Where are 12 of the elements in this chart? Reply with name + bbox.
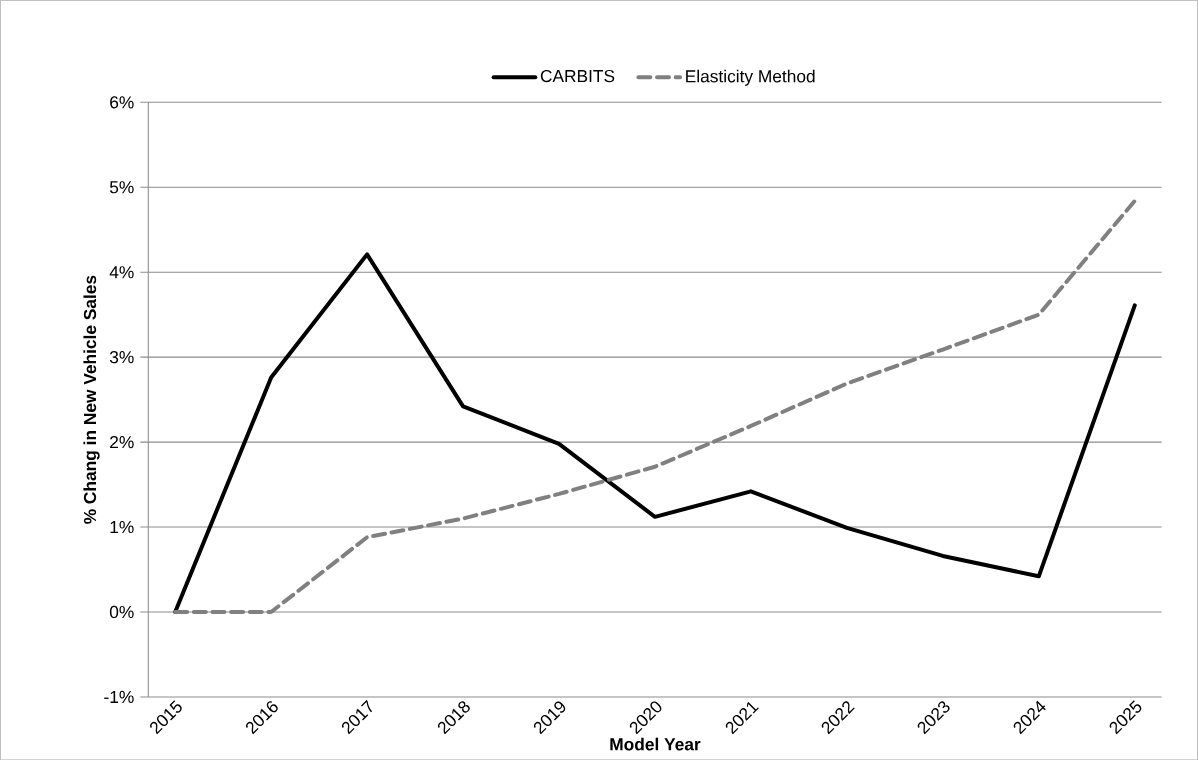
- legend-label: Elasticity Method: [686, 69, 815, 86]
- y-axis-title: % Chang in New Vehicle Sales: [83, 275, 100, 524]
- x-axis-title: Model Year: [610, 737, 701, 751]
- y-tick-label: 3%: [109, 350, 134, 364]
- y-tick-label: 5%: [109, 181, 134, 194]
- y-tick-label: 0%: [109, 605, 134, 618]
- legend-label: CARBITS: [540, 69, 615, 83]
- y-tick-label: -1%: [104, 690, 134, 703]
- y-tick-label: 2%: [110, 435, 134, 449]
- y-tick-label: 6%: [110, 96, 134, 109]
- y-tick-label: 1%: [110, 520, 134, 533]
- y-tick-label: 4%: [109, 266, 134, 279]
